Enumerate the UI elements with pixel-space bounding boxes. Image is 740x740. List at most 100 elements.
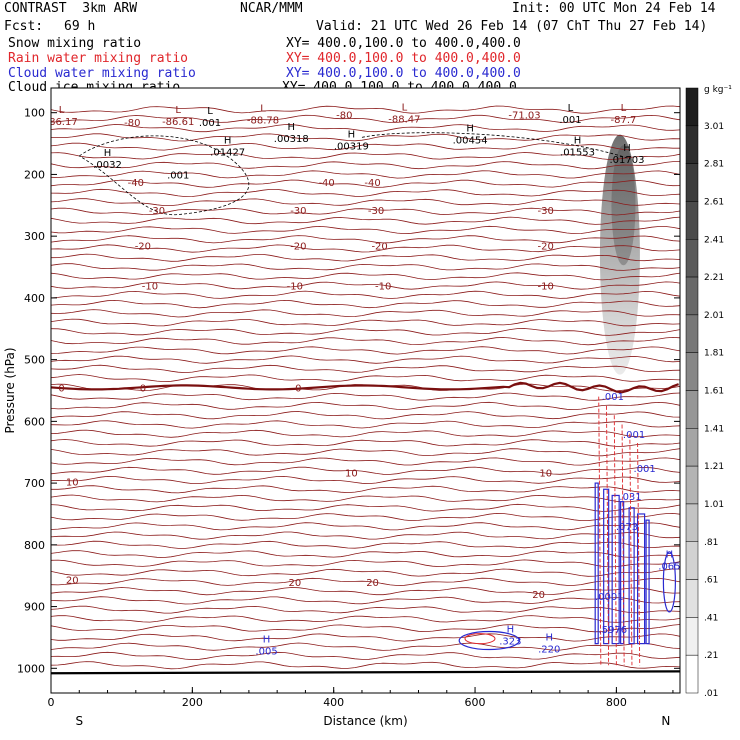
cloud-water-cell <box>662 551 676 613</box>
isotherm-label: -40 <box>364 178 380 189</box>
extremum-symbol: H <box>104 148 112 159</box>
isotherm-line <box>51 457 680 466</box>
isotherm-line <box>51 364 680 374</box>
colorbar-label: .01 <box>704 689 718 699</box>
extremum-value: -88.78 <box>247 116 279 127</box>
colorbar-swatch <box>685 390 699 429</box>
isotherm-line <box>51 439 680 447</box>
y-tick-label: 800 <box>24 539 45 552</box>
colorbar-swatch <box>685 617 699 656</box>
isotherm-label: -80 <box>124 118 140 129</box>
fcst-label: Fcst: <box>4 19 44 34</box>
extremum-value: .00319 <box>334 142 369 153</box>
isotherm-label: -30 <box>538 206 554 217</box>
isotherm-line <box>51 512 680 522</box>
extremum-symbol: L <box>260 104 266 115</box>
extremum-symbol: H <box>545 633 553 644</box>
extremum-value: .220 <box>538 645 560 656</box>
y-tick-label: 500 <box>24 354 45 367</box>
fcst-value: 69 h <box>64 19 96 34</box>
isotherm-line <box>51 309 680 318</box>
cloud-water-cell <box>594 482 599 645</box>
y-tick-label: 300 <box>24 230 45 243</box>
legend-rain-xy: XY= 400.0,100.0 to 400.0,400.0 <box>286 51 521 66</box>
isotherm-line <box>51 299 680 309</box>
extremum-value: .01553 <box>560 148 595 159</box>
colorbar-swatch <box>685 352 699 391</box>
extremum-symbol: H <box>288 122 296 133</box>
extremum-value: .00454 <box>453 135 488 146</box>
cloud-water-cell <box>603 488 610 645</box>
x-tick-label: 800 <box>606 696 627 709</box>
isotherm-line <box>51 540 680 549</box>
isotherm-label: -20 <box>135 241 151 252</box>
isotherm-label: 0 <box>295 383 301 394</box>
isotherm-line <box>51 577 680 586</box>
extremum-symbol: L <box>402 102 408 113</box>
legend-snow-xy: XY= 400.0,100.0 to 400.0,400.0 <box>286 36 521 51</box>
isotherm-label: -10 <box>375 282 391 293</box>
y-tick-label: 900 <box>24 601 45 614</box>
colorbar-swatch <box>685 579 699 618</box>
isotherm-line <box>51 392 680 401</box>
isotherm-line <box>51 494 680 503</box>
isotherm-line <box>51 281 680 290</box>
isotherm-label: -20 <box>538 241 554 252</box>
isotherm-line <box>51 235 680 244</box>
extremum-value: .005 <box>255 647 277 658</box>
colorbar-swatch <box>685 163 699 202</box>
isotherm-line <box>51 485 680 494</box>
extremum-symbol: H <box>224 136 232 147</box>
rain-water-contour <box>464 633 496 645</box>
isotherm-line <box>51 522 680 531</box>
isotherm-line <box>51 188 680 198</box>
colorbar: 3.01 2.81 2.61 2.41 2.21 2.01 1.81 1.61 1.41 1.21… <box>685 85 732 699</box>
isotherm-line <box>51 559 680 568</box>
isotherm-line <box>51 263 680 271</box>
axes-layer: 0 200 400 600 800100200300400500600700800900… <box>3 107 680 728</box>
extremum-value: .001 <box>602 392 624 403</box>
y-tick-label: 100 <box>24 107 45 120</box>
isotherm-line <box>51 475 680 485</box>
extremum-value: -80 <box>336 111 352 122</box>
isotherm-line <box>51 179 680 188</box>
colorbar-label: 1.61 <box>704 387 724 397</box>
cloud-water-cell <box>458 630 520 651</box>
extremum-value: -71.03 <box>508 111 540 122</box>
colorbar-label: 1.41 <box>704 424 724 434</box>
extremum-value: .001 <box>559 115 581 126</box>
isotherm-line <box>51 448 680 457</box>
isotherm-line <box>51 411 680 420</box>
ground-line <box>51 670 680 675</box>
cloud-water-cell <box>620 501 625 645</box>
isotherm-line <box>51 651 680 661</box>
cloud-water-cell <box>611 494 620 645</box>
isotherm-line <box>51 550 680 558</box>
colorbar-swatch <box>685 428 699 467</box>
rain-water-contour <box>598 396 602 666</box>
extremum-symbol: H <box>263 635 271 646</box>
extremum-value: .001 <box>167 171 189 182</box>
colorbar-swatch <box>685 541 699 580</box>
extremum-symbol: L <box>207 106 213 117</box>
contour-layer: -80 -40 -40 -40 -30 -30 -30 -30 -20 -20 -20 -20 -10 -… <box>51 102 680 675</box>
x-tick-label: 0 <box>48 696 55 709</box>
snow-shading-core <box>611 145 636 266</box>
north-label: N <box>661 714 670 728</box>
isotherm-line <box>51 272 680 281</box>
isotherm-label: 10 <box>345 469 358 480</box>
plot-frame <box>50 87 681 694</box>
isotherm-line <box>51 401 680 411</box>
legend-cloudwater-label: Cloud water mixing ratio <box>8 66 196 81</box>
extremum-value: .0001 <box>595 592 624 603</box>
isotherm-line <box>51 624 680 633</box>
colorbar-swatch <box>685 239 699 278</box>
extremum-value: .00318 <box>274 134 309 145</box>
isotherm-label: 20 <box>66 575 79 586</box>
isotherm-line <box>51 605 680 614</box>
extremum-symbol: H <box>466 123 474 134</box>
y-tick-label: 700 <box>24 477 45 490</box>
colorbar-label: .41 <box>704 613 718 623</box>
x-axis-label: Distance (km) <box>323 714 407 728</box>
isotherm-label: -40 <box>318 178 334 189</box>
